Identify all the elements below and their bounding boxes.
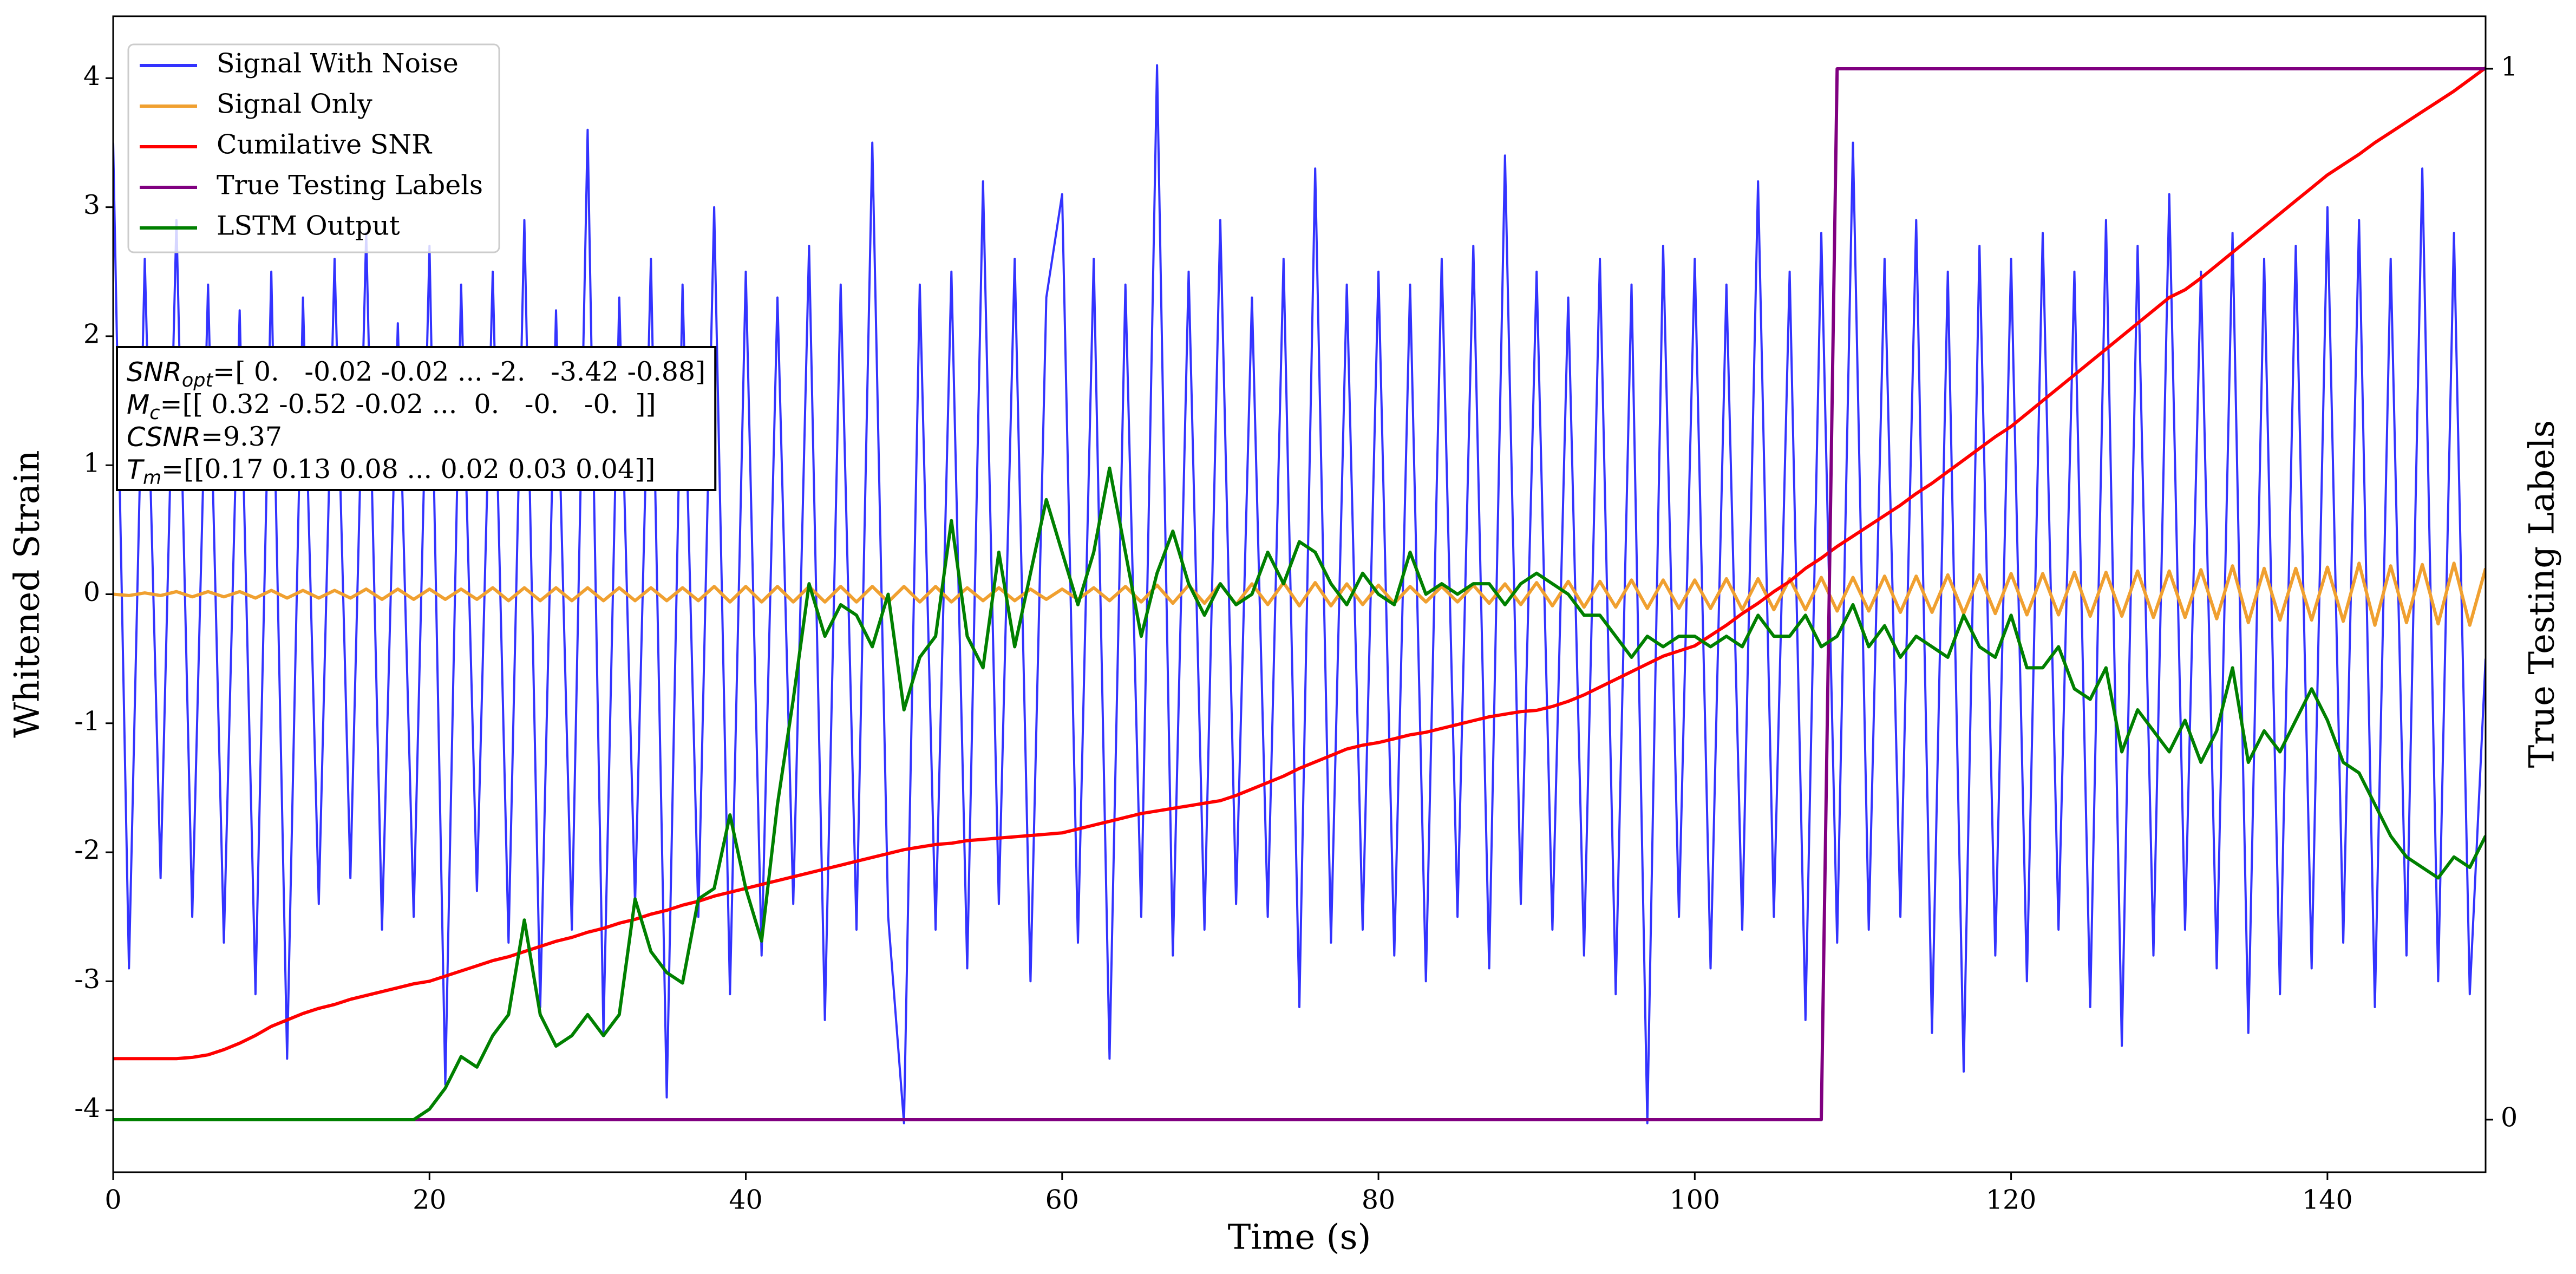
y-tick-label: -2 xyxy=(74,835,100,866)
annotation-subscript: opt xyxy=(182,370,214,391)
legend-label: Signal With Noise xyxy=(217,48,459,79)
x-axis-label: Time (s) xyxy=(1228,1218,1371,1258)
annotation-box xyxy=(116,346,717,491)
series-line xyxy=(113,64,2486,1125)
annotation-symbol: SNR xyxy=(127,357,182,388)
x-tick-label: 60 xyxy=(1045,1185,1079,1216)
y-tick-label: 3 xyxy=(83,190,100,220)
series-line xyxy=(113,66,2486,1061)
y-tick-label: -3 xyxy=(74,964,100,995)
legend-label: Cumilative SNR xyxy=(217,129,433,160)
annotation-line: CSNR=9.37 xyxy=(127,421,282,453)
annotation-symbol: M xyxy=(127,389,149,420)
y-axis-label: Whitened Strain xyxy=(8,450,48,737)
x-tick-label: 20 xyxy=(413,1185,446,1216)
annotation-text: =[[ 0.32 -0.52 -0.02 ... 0. -0. -0. ]] xyxy=(160,389,656,420)
legend-label: LSTM Output xyxy=(217,211,400,241)
annotation-text: =[ 0. -0.02 -0.02 ... -2. -3.42 -0.88] xyxy=(213,356,705,387)
legend-label: True Testing Labels xyxy=(217,170,483,201)
legend-label: Signal Only xyxy=(217,89,372,120)
y-tick-label: 1 xyxy=(83,448,100,479)
annotation-symbol: T xyxy=(127,454,145,485)
annotation-line: Mc=[[ 0.32 -0.52 -0.02 ... 0. -0. -0. ]] xyxy=(127,389,656,424)
plot-area xyxy=(113,64,2486,1125)
y2-tick-label: 1 xyxy=(2501,51,2518,82)
x-tick-label: 40 xyxy=(729,1185,762,1216)
annotation-symbol: CSNR xyxy=(127,422,201,453)
y-tick-label: 2 xyxy=(83,318,100,349)
x-tick-label: 140 xyxy=(2302,1185,2353,1216)
series-line xyxy=(113,67,2486,1121)
annotation-text: =9.37 xyxy=(201,421,282,452)
legend-box xyxy=(127,43,500,253)
x-tick-label: 80 xyxy=(1362,1185,1395,1216)
annotation-subscript: c xyxy=(149,402,160,424)
annotation-line: Tm=[[0.17 0.13 0.08 ... 0.02 0.03 0.04]] xyxy=(127,454,655,489)
annotation-text: =[[0.17 0.13 0.08 ... 0.02 0.03 0.04]] xyxy=(161,454,655,485)
annotation-subscript: m xyxy=(143,467,161,489)
series-line xyxy=(113,466,2486,1121)
x-tick-label: 0 xyxy=(104,1185,121,1216)
y-tick-label: -4 xyxy=(74,1093,100,1123)
series-line xyxy=(113,561,2486,627)
y-tick-label: 4 xyxy=(83,61,100,92)
y2-axis-label: True Testing Labels xyxy=(2522,420,2562,768)
annotation-line: SNRopt=[ 0. -0.02 -0.02 ... -2. -3.42 -0… xyxy=(127,356,705,392)
y-tick-label: -1 xyxy=(74,705,100,736)
y2-tick-label: 0 xyxy=(2501,1102,2518,1133)
x-tick-label: 120 xyxy=(1986,1185,2037,1216)
x-tick-label: 100 xyxy=(1670,1185,1721,1216)
y-tick-label: 0 xyxy=(83,577,100,607)
